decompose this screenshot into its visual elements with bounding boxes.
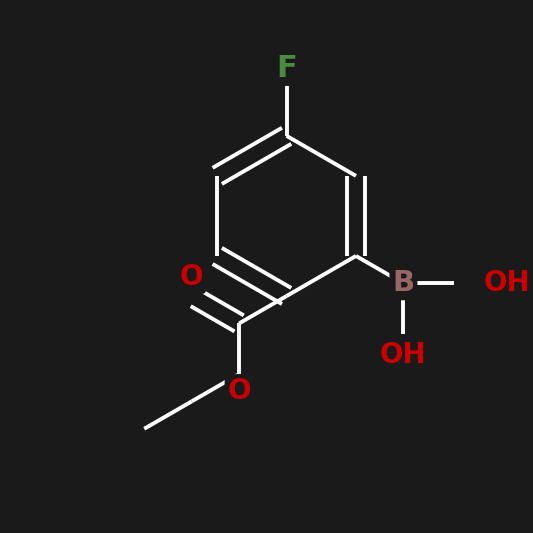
Text: B: B bbox=[392, 269, 415, 297]
Text: O: O bbox=[228, 377, 251, 405]
Text: OH: OH bbox=[483, 269, 530, 297]
Text: F: F bbox=[276, 54, 297, 83]
Text: OH: OH bbox=[380, 341, 427, 369]
Text: O: O bbox=[180, 263, 203, 291]
